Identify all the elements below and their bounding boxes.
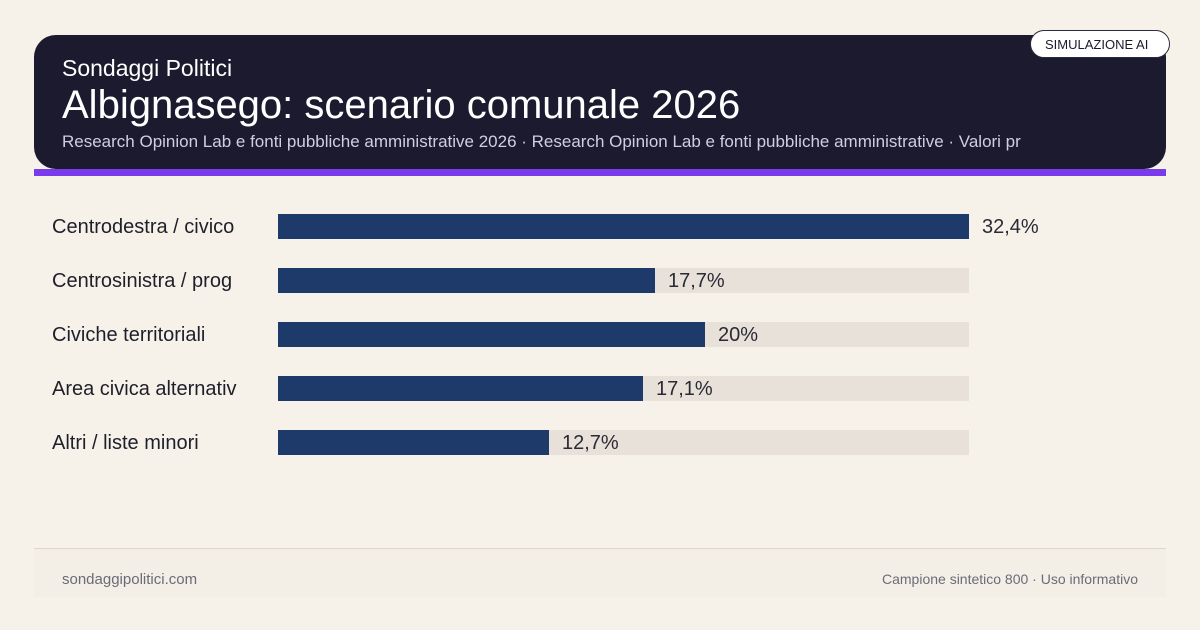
bar-row: Altri / liste minori 12,7% xyxy=(0,430,1200,456)
value-label: 17,7% xyxy=(668,270,725,292)
bar xyxy=(278,268,655,293)
simulation-badge: SIMULAZIONE AI xyxy=(1030,30,1170,58)
bar-track xyxy=(278,214,969,239)
bar xyxy=(278,214,969,239)
category-label: Civiche territoriali xyxy=(52,324,206,346)
bar-track xyxy=(278,376,969,401)
footer-note: Campione sintetico 800 · Uso informativo xyxy=(881,571,1138,587)
bar xyxy=(278,430,549,455)
value-label: 20% xyxy=(718,324,759,346)
bar xyxy=(278,322,705,347)
page-title: Albignasego: scenario comunale 2026 xyxy=(62,83,741,127)
value-label: 12,7% xyxy=(562,432,619,454)
header-banner: Sondaggi Politici Albignasego: scenario … xyxy=(34,35,1166,169)
bar-row: Centrosinistra / prog 17,7% xyxy=(0,268,1200,294)
category-label: Area civica alternativ xyxy=(52,378,237,400)
footer-site: sondaggipolitici.com xyxy=(62,571,198,588)
category-label: Centrosinistra / prog xyxy=(52,270,233,292)
page-subtitle: Research Opinion Lab e fonti pubbliche a… xyxy=(62,132,1021,151)
footer: sondaggipolitici.com Campione sintetico … xyxy=(34,548,1166,597)
brand-name: Sondaggi Politici xyxy=(62,55,233,81)
bar-track xyxy=(278,430,969,455)
bar-row: Area civica alternativ 17,1% xyxy=(0,376,1200,402)
accent-stripe xyxy=(34,169,1166,176)
bar-track xyxy=(278,322,969,347)
category-label: Altri / liste minori xyxy=(52,432,199,454)
category-label: Centrodestra / civico xyxy=(52,216,235,238)
bar-row: Civiche territoriali 20% xyxy=(0,322,1200,348)
bar xyxy=(278,376,643,401)
bar-track xyxy=(278,268,969,293)
bar-row: Centrodestra / civico 32,4% xyxy=(0,214,1200,240)
value-label: 32,4% xyxy=(982,216,1039,238)
value-label: 17,1% xyxy=(656,378,713,400)
